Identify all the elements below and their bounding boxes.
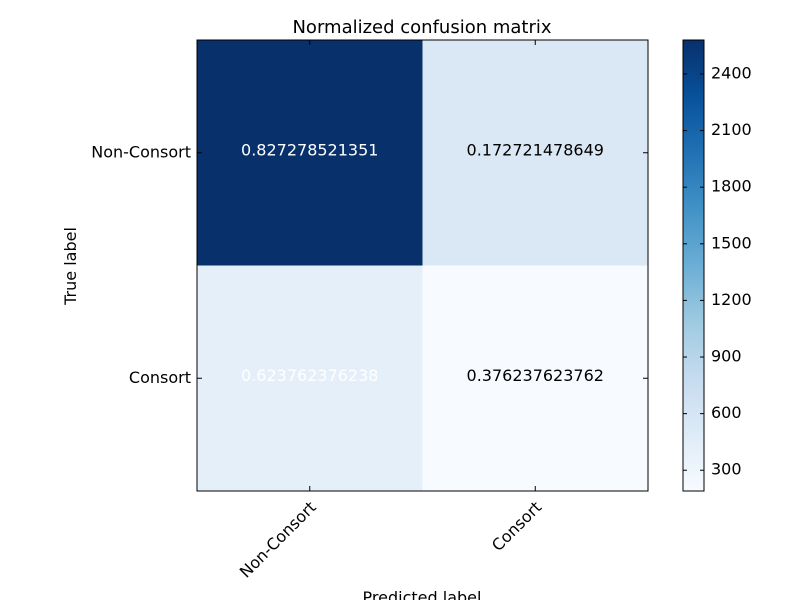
colorbar-tick-label: 900 — [711, 347, 742, 366]
heatmap-cell — [422, 40, 648, 266]
y-tick-label: Consort — [129, 368, 191, 387]
plot-frame — [196, 39, 649, 492]
cell-value-label: 0.172721478649 — [467, 140, 604, 159]
heatmap-cells — [197, 40, 648, 491]
cell-value-label: 0.827278521351 — [241, 140, 378, 159]
x-tick-label: Non-Consort — [236, 498, 320, 582]
colorbar-ticks: 300 600 900 1200 1500 1800 2100 2400 — [683, 63, 752, 479]
x-axis-label: Predicted label — [363, 588, 482, 600]
y-axis-label: True label — [61, 227, 80, 306]
heatmap-cell — [197, 265, 423, 491]
colorbar — [682, 39, 705, 492]
colorbar-tick-label: 1800 — [711, 177, 752, 196]
x-tick-label: Consort — [488, 498, 545, 555]
colorbar-tick-label: 2100 — [711, 120, 752, 139]
heatmap-cell — [422, 265, 648, 491]
heatmap-cell — [197, 40, 423, 266]
y-tick-label: Non-Consort — [91, 142, 191, 161]
colorbar-tick-label: 2400 — [711, 63, 752, 82]
heatmap-cell-labels: 0.827278521351 0.172721478649 0.6237623762… — [241, 140, 604, 385]
colorbar-tick-label: 1500 — [711, 233, 752, 252]
colorbar-tick-label: 600 — [711, 403, 742, 422]
colorbar-tick-label: 1200 — [711, 290, 752, 309]
cell-value-label: 0.623762376238 — [241, 366, 378, 385]
colorbar-tick-label: 300 — [711, 460, 742, 479]
cell-value-label: 0.376237623762 — [467, 366, 604, 385]
chart-title: Normalized confusion matrix — [292, 17, 551, 38]
y-axis-ticks: Non-Consort Consort — [91, 142, 648, 387]
